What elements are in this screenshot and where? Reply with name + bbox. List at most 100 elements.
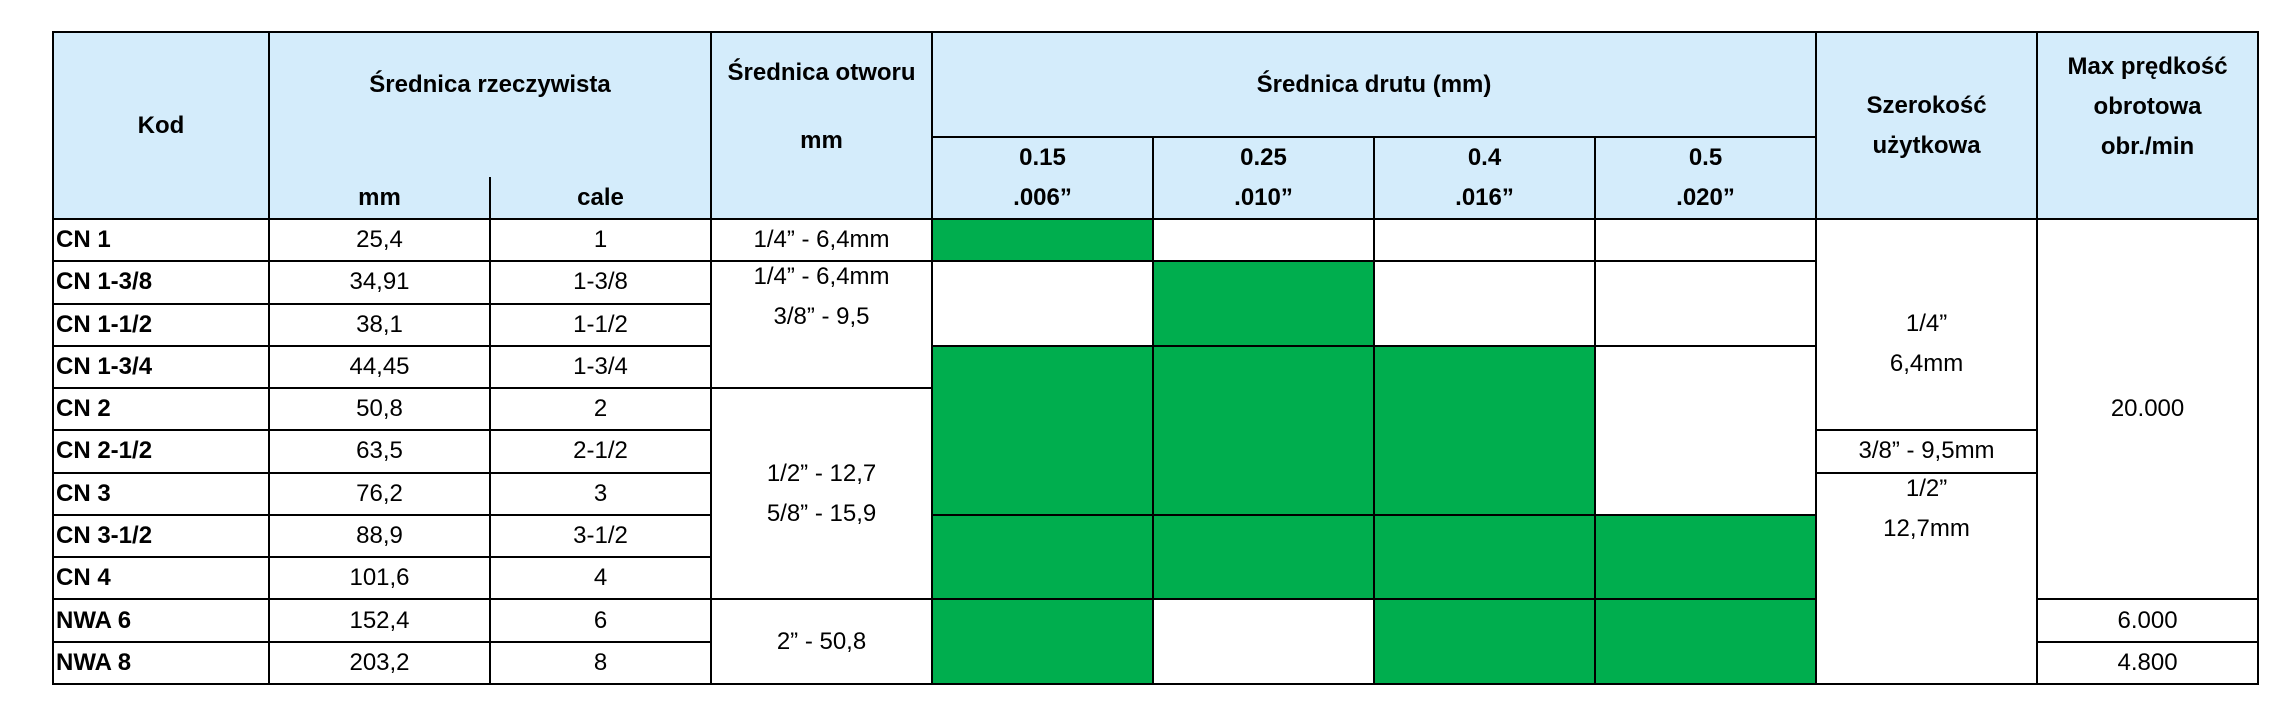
cell-cale: 2-1/2 [488, 429, 713, 474]
otwor-g3-line2: 5/8” - 15,9 [766, 499, 877, 527]
header-wire-3: 0.5 .020” [1594, 136, 1818, 220]
cell-mm: 63,5 [268, 429, 491, 474]
header-kod: Kod [52, 31, 270, 220]
cell-cale: 8 [488, 640, 713, 686]
cell-kod: CN 2-1/2 [52, 429, 270, 474]
cell-cale: 3 [488, 471, 713, 516]
cell-szerokosc-b: 3/8” - 9,5mm [1815, 429, 2039, 474]
header-srednica-drutu: Średnica drutu (mm) [931, 31, 1818, 138]
wire-2-inch: .016” [1455, 184, 1514, 211]
cell-otwor: 1/4” - 6,4mm [710, 217, 934, 263]
table-row: CN 1-3/8 34,91 1-3/8 1/4” - 6,4mm 3/8” -… [52, 260, 2258, 390]
cell-cale: 1-3/4 [488, 344, 713, 390]
cell-kod: CN 4 [52, 556, 270, 601]
header-wire-1: 0.25 .010” [1152, 136, 1376, 220]
cell-cale: 1-3/8 [488, 260, 713, 305]
header-wire-0: 0.15 .006” [931, 136, 1155, 220]
cell-wire-available [1152, 513, 1376, 601]
cell-cale: 1-1/2 [488, 302, 713, 347]
szerokosc-c-line1: 1/2” [1905, 474, 1948, 502]
otwor-g3-line1: 1/2” - 12,7 [766, 459, 877, 487]
wire-3-mm: 0.5 [1688, 144, 1723, 171]
cell-wire-available [1152, 260, 1376, 347]
header-srednica-otworu-label: Średnica otworu [727, 58, 916, 86]
cell-wire-available [1373, 598, 1597, 685]
cell-wire-empty [1594, 260, 1818, 347]
cell-cale: 6 [488, 598, 713, 643]
table-row: CN 1 25,4 1 1/4” - 6,4mm 1/4” 6,4mm 20.0… [52, 217, 2260, 601]
cell-wire-available [1373, 513, 1597, 601]
cell-cale: 3-1/2 [488, 513, 713, 559]
header-srednica-rzeczywista: Średnica rzeczywista [267, 31, 713, 137]
cell-wire-available [1594, 513, 1818, 601]
cell-mm: 152,4 [268, 598, 491, 643]
cell-wire-available [1594, 598, 1818, 685]
header-srednica-otworu-unit: mm [800, 126, 843, 154]
header-cale: cale [488, 177, 713, 220]
product-spec-table: Kod Średnica rzeczywista Średnica otworu… [52, 31, 2260, 686]
szerokosc-a-line1: 1/4” [1905, 309, 1948, 337]
cell-cale: 1 [488, 217, 713, 263]
cell-kod: CN 3 [52, 471, 270, 516]
cell-wire-available [931, 344, 1155, 516]
cell-kod: CN 1-3/4 [52, 344, 270, 390]
cell-cale: 4 [488, 556, 713, 601]
otwor-g2-line2: 3/8” - 9,5 [773, 303, 870, 331]
cell-mm: 203,2 [268, 640, 491, 686]
cell-kod: NWA 6 [52, 598, 270, 643]
header-max-line2: obrotowa [2093, 92, 2202, 120]
cell-cale: 2 [488, 387, 713, 432]
header-wire-2: 0.4 .016” [1373, 136, 1597, 220]
wire-1-inch: .010” [1234, 184, 1293, 211]
table-row: CN 4 101,6 4 [52, 556, 2258, 601]
otwor-g2-line1: 1/4” - 6,4mm [753, 263, 890, 291]
wire-0-inch: .006” [1013, 184, 1072, 211]
table-row: CN 3 76,2 3 1/2” 12,7mm [52, 471, 2258, 686]
cell-mm: 44,45 [268, 344, 491, 390]
table-row: NWA 6 152,4 6 2” - 50,8 6.000 [52, 598, 2260, 685]
cell-wire-empty [1594, 344, 1818, 516]
wire-0-mm: 0.15 [1019, 144, 1066, 171]
cell-max-b: 6.000 [2036, 598, 2260, 643]
cell-otwor: 2” - 50,8 [710, 598, 934, 685]
cell-mm: 76,2 [268, 471, 491, 516]
table-row: CN 1-1/2 38,1 1-1/2 [52, 302, 2258, 347]
cell-wire-available [931, 513, 1155, 601]
cell-kod: NWA 8 [52, 640, 270, 686]
cell-szerokosc-a: 1/4” 6,4mm [1815, 217, 2039, 432]
cell-max-c: 4.800 [2036, 640, 2260, 686]
cell-wire-available [931, 217, 1155, 263]
table-row: CN 2 50,8 2 1/2” - 12,7 5/8” - 15,9 [52, 387, 2258, 601]
cell-szerokosc-c: 1/2” 12,7mm [1815, 471, 2039, 686]
cell-mm: 25,4 [268, 217, 491, 263]
header-max-line1: Max prędkość [2067, 52, 2228, 80]
cell-kod: CN 1-3/8 [52, 260, 270, 305]
cell-kod: CN 2 [52, 387, 270, 432]
table-row: CN 2-1/2 63,5 2-1/2 3/8” - 9,5mm [52, 429, 2258, 474]
cell-otwor: 1/4” - 6,4mm 3/8” - 9,5 [710, 260, 934, 390]
cell-mm: 88,9 [268, 513, 491, 559]
cell-wire-empty [1152, 217, 1376, 263]
header-szerokosc-line1: Szerokość [1866, 91, 1987, 119]
szerokosc-c-line2: 12,7mm [1883, 514, 1970, 542]
cell-mm: 34,91 [268, 260, 491, 305]
header-srednica-otworu: Średnica otworu mm [710, 31, 934, 220]
header-szerokosc-uzytkowa: Szerokość użytkowa [1815, 31, 2039, 220]
header-max-line3: obr./min [2100, 132, 2195, 160]
cell-wire-empty [931, 260, 1155, 347]
cell-otwor: 1/2” - 12,7 5/8” - 15,9 [710, 387, 934, 601]
cell-wire-empty [1373, 217, 1597, 263]
cell-wire-empty [1373, 260, 1597, 347]
table-row: CN 3-1/2 88,9 3-1/2 [52, 513, 2258, 601]
header-szerokosc-line2: użytkowa [1872, 131, 1981, 159]
cell-wire-available [1373, 344, 1597, 516]
cell-wire-empty [1594, 217, 1818, 263]
wire-1-mm: 0.25 [1240, 144, 1287, 171]
cell-kod: CN 1-1/2 [52, 302, 270, 347]
header-mm: mm [268, 177, 491, 220]
wire-3-inch: .020” [1676, 184, 1735, 211]
header-max-predkosc: Max prędkość obrotowa obr./min [2036, 31, 2260, 220]
cell-wire-empty [1152, 598, 1376, 685]
cell-wire-available [1152, 344, 1376, 516]
table-row: CN 1-3/4 44,45 1-3/4 [52, 344, 2258, 516]
